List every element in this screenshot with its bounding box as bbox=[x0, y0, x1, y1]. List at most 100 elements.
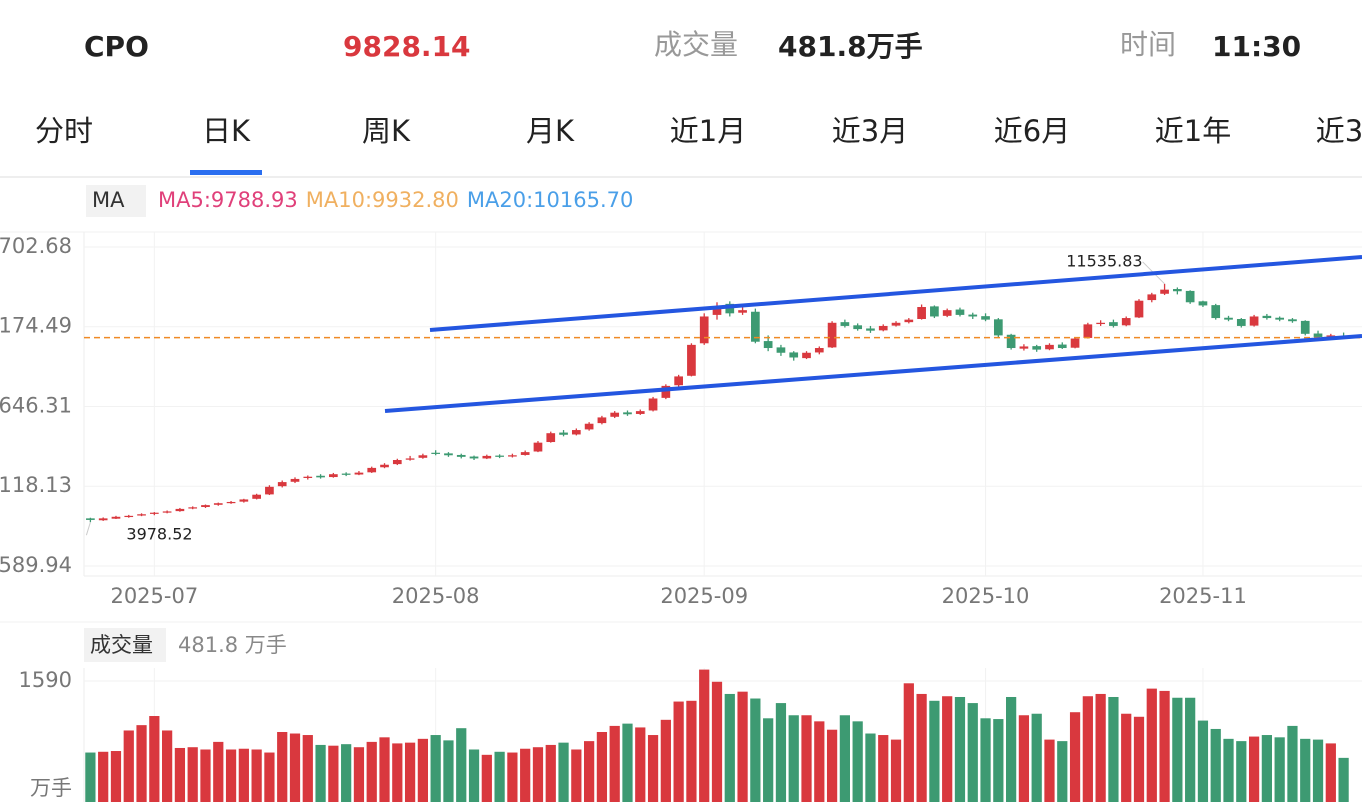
volume-bar bbox=[430, 735, 441, 802]
volume-bar bbox=[993, 719, 1004, 802]
volume-bar bbox=[929, 700, 940, 802]
candle-body bbox=[111, 516, 121, 519]
candle-body bbox=[380, 464, 389, 468]
candle-body bbox=[648, 398, 658, 411]
candle-body bbox=[1300, 320, 1310, 334]
volume-bar bbox=[826, 729, 838, 802]
candle-body bbox=[124, 515, 134, 518]
volume-bar bbox=[1197, 720, 1209, 802]
candle-body bbox=[917, 307, 926, 320]
tab[interactable]: 日K bbox=[202, 114, 251, 148]
candle-body bbox=[316, 475, 325, 478]
volume-bar bbox=[200, 749, 211, 802]
volume-bar bbox=[1082, 696, 1093, 802]
x-tick-label: 2025-11 bbox=[1159, 584, 1247, 608]
candle-body bbox=[955, 309, 965, 315]
volume-bar bbox=[1108, 696, 1119, 802]
volume-bar bbox=[1236, 741, 1247, 802]
annotation-leader bbox=[85, 522, 91, 536]
candle-body bbox=[149, 512, 159, 514]
volume-bar bbox=[443, 740, 454, 802]
time-label: 时间 bbox=[1120, 28, 1176, 61]
tab[interactable]: 分时 bbox=[35, 114, 93, 148]
volume-bar bbox=[136, 725, 147, 802]
candle-body bbox=[495, 455, 504, 457]
annotation: 3978.52 bbox=[126, 525, 192, 544]
volume-bar bbox=[673, 701, 684, 802]
ma-legend-item: MA20:10165.70 bbox=[467, 188, 633, 212]
y-tick-label: 5118.13 bbox=[0, 473, 72, 497]
candle-body bbox=[1096, 322, 1105, 325]
candle-body bbox=[1275, 317, 1285, 320]
volume-bar bbox=[711, 681, 723, 802]
candle-body bbox=[405, 458, 415, 460]
candle-body bbox=[1198, 301, 1208, 306]
candle-body bbox=[444, 453, 453, 456]
volume-bar bbox=[123, 730, 134, 802]
tab[interactable]: 周K bbox=[362, 114, 411, 148]
candle-body bbox=[1236, 319, 1246, 326]
volume-bar bbox=[1031, 713, 1042, 802]
volume-bar bbox=[1121, 713, 1132, 802]
volume-box bbox=[84, 628, 166, 662]
candle-body bbox=[635, 411, 645, 414]
volume-bar bbox=[1057, 741, 1068, 802]
candle-body bbox=[763, 341, 773, 349]
candle-body bbox=[1057, 344, 1067, 349]
volume-label: 成交量 bbox=[654, 28, 738, 61]
candle-body bbox=[290, 478, 300, 482]
y-tick-label: 2589.94 bbox=[0, 553, 72, 577]
volume-bar bbox=[1223, 738, 1234, 802]
candle-body bbox=[1121, 318, 1131, 326]
x-tick-label: 2025-09 bbox=[660, 584, 748, 608]
volume-bar bbox=[213, 741, 224, 802]
volume-bar bbox=[507, 752, 518, 802]
volume-bar bbox=[980, 718, 991, 802]
candle-body bbox=[776, 347, 786, 353]
price: 9828.14 bbox=[343, 30, 471, 63]
candle-body bbox=[201, 505, 210, 508]
candle-body bbox=[968, 314, 978, 317]
volume-bar bbox=[1274, 737, 1285, 802]
candle-body bbox=[469, 456, 479, 459]
trend-line bbox=[429, 255, 1362, 332]
candle-body bbox=[751, 311, 760, 342]
candle-body bbox=[661, 385, 671, 398]
tab[interactable]: 近1月 bbox=[670, 114, 746, 148]
volume-bar bbox=[967, 703, 978, 802]
candle-body bbox=[1006, 334, 1016, 349]
y-tick-label: 10174.49 bbox=[0, 314, 72, 338]
tab[interactable]: 近3月 bbox=[832, 114, 908, 148]
tab[interactable]: 近1年 bbox=[1155, 114, 1231, 148]
volume-bar bbox=[225, 749, 237, 802]
volume-bar bbox=[238, 748, 249, 802]
x-tick-label: 2025-08 bbox=[392, 584, 480, 608]
tab[interactable]: 近3年 bbox=[1316, 114, 1362, 148]
volume-bar bbox=[1133, 716, 1145, 802]
volume-bar bbox=[328, 745, 339, 802]
volume-bar bbox=[699, 669, 710, 802]
volume-bar bbox=[468, 749, 480, 802]
volume-bar bbox=[903, 683, 914, 802]
volume-bar bbox=[520, 748, 531, 802]
volume-bar bbox=[763, 718, 774, 802]
candle-body bbox=[1224, 317, 1233, 320]
volume-title: 成交量 bbox=[90, 633, 153, 657]
candle-body bbox=[252, 494, 261, 499]
candle-body bbox=[1185, 290, 1195, 303]
candle-body bbox=[1173, 289, 1182, 292]
volume-bar bbox=[1248, 736, 1260, 802]
candle-body bbox=[930, 306, 939, 317]
volume-bar bbox=[1095, 693, 1106, 802]
candle-body bbox=[392, 460, 402, 465]
candle-body bbox=[265, 486, 274, 495]
volume-bar bbox=[814, 721, 825, 802]
candle-body bbox=[891, 322, 901, 326]
candle-body bbox=[814, 348, 824, 353]
volume-bar bbox=[545, 744, 556, 802]
volume-bar bbox=[379, 737, 390, 802]
tab[interactable]: 月K bbox=[526, 114, 575, 148]
volume-bar bbox=[1210, 728, 1221, 802]
tab[interactable]: 近6月 bbox=[994, 114, 1070, 148]
volume-bar bbox=[1172, 697, 1183, 802]
